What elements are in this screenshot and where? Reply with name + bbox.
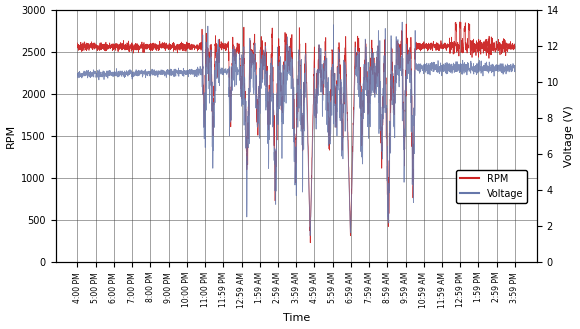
Legend: RPM, Voltage: RPM, Voltage <box>456 170 527 203</box>
X-axis label: Time: Time <box>282 314 310 323</box>
Y-axis label: Voltage (V): Voltage (V) <box>564 105 574 167</box>
Y-axis label: RPM: RPM <box>6 124 16 148</box>
